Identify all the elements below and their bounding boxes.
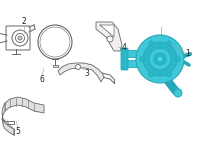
Circle shape — [154, 53, 166, 65]
Circle shape — [76, 65, 80, 70]
Circle shape — [148, 72, 154, 77]
Circle shape — [149, 48, 171, 70]
Circle shape — [158, 56, 162, 61]
Circle shape — [176, 56, 180, 61]
Circle shape — [167, 72, 172, 77]
Polygon shape — [5, 97, 44, 113]
Polygon shape — [3, 119, 14, 135]
Circle shape — [18, 36, 22, 40]
Text: 2: 2 — [22, 16, 26, 25]
Circle shape — [143, 42, 177, 76]
Circle shape — [149, 41, 154, 46]
Text: 3: 3 — [85, 69, 89, 77]
Text: 6: 6 — [40, 75, 44, 83]
Polygon shape — [96, 22, 122, 51]
Polygon shape — [2, 103, 8, 125]
Polygon shape — [58, 63, 104, 82]
FancyBboxPatch shape — [124, 61, 139, 67]
Circle shape — [140, 56, 145, 61]
FancyBboxPatch shape — [121, 48, 128, 70]
Polygon shape — [100, 25, 114, 37]
Bar — [52, 65, 58, 67]
Text: 4: 4 — [122, 42, 126, 51]
Circle shape — [167, 41, 172, 46]
Text: 5: 5 — [16, 127, 20, 136]
Circle shape — [107, 36, 113, 42]
Circle shape — [174, 89, 182, 97]
Text: 1: 1 — [186, 49, 190, 57]
FancyBboxPatch shape — [124, 51, 139, 57]
Circle shape — [136, 35, 184, 83]
